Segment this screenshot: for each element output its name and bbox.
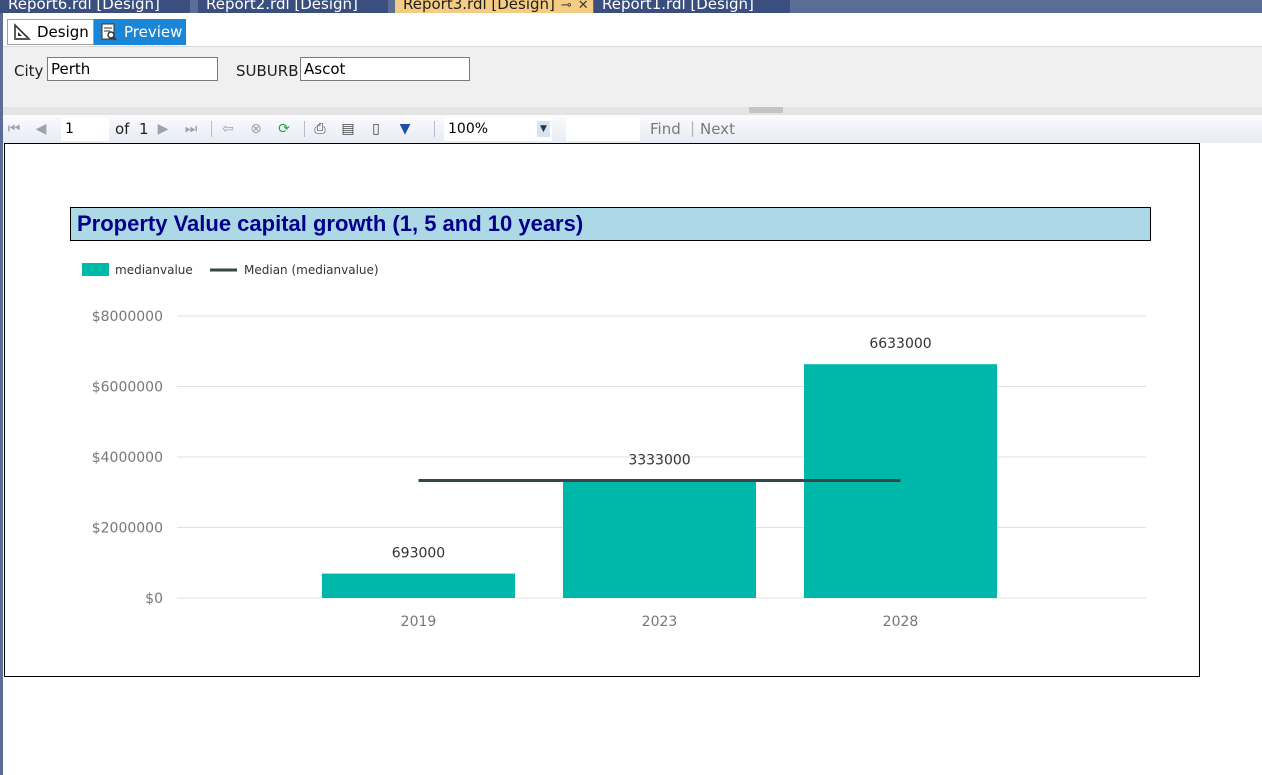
find-input[interactable] — [566, 118, 640, 141]
toolbar-separator — [434, 121, 435, 137]
design-tab[interactable]: Design — [7, 19, 94, 45]
page-total-label: 1 — [139, 120, 149, 138]
zoom-select[interactable]: 100% ▼ — [444, 118, 552, 141]
suburb-input[interactable]: Ascot — [300, 57, 470, 81]
bar — [322, 573, 515, 598]
parameter-area: City Perth SUBURB Ascot — [3, 47, 1262, 107]
preview-icon — [100, 23, 118, 41]
y-tick-label: $0 — [145, 591, 163, 607]
chart-title: Property Value capital growth (1, 5 and … — [70, 207, 1151, 241]
doc-tab-report6[interactable]: Report6.rdl [Design] — [0, 0, 190, 13]
previous-page-icon[interactable]: ◀ — [35, 121, 47, 137]
stop-icon[interactable]: ⊗ — [250, 121, 262, 137]
zoom-value: 100% — [448, 121, 489, 137]
mode-bar: Design Preview — [3, 13, 1262, 47]
find-button[interactable]: Find — [650, 120, 681, 138]
toolbar-separator — [211, 121, 212, 137]
doc-tab-report2[interactable]: Report2.rdl [Design] — [198, 0, 388, 13]
y-tick-label: $8000000 — [92, 309, 163, 325]
design-tab-label: Design — [37, 23, 89, 41]
x-tick-label: 2028 — [883, 614, 919, 630]
report-body: Property Value capital growth (1, 5 and … — [4, 143, 1200, 677]
close-icon[interactable]: ✕ — [577, 0, 589, 13]
chart: $0 $2000000 $4000000 $6000000 $8000000 693000… — [82, 263, 1146, 630]
left-window-edge — [0, 13, 3, 775]
suburb-label: SUBURB — [236, 62, 299, 80]
export-icon[interactable]: ▼ — [399, 121, 411, 137]
city-input[interactable]: Perth — [47, 57, 218, 81]
legend-swatch-medianvalue — [82, 263, 109, 276]
x-tick-label: 2023 — [642, 614, 678, 630]
data-label: 3333000 — [628, 453, 690, 469]
refresh-icon[interactable]: ⟳ — [278, 121, 290, 137]
data-label: 6633000 — [869, 336, 931, 352]
pin-icon[interactable]: ⊸ — [560, 0, 572, 13]
chevron-down-icon[interactable]: ▼ — [537, 121, 550, 137]
x-tick-label: 2019 — [401, 614, 437, 630]
page-of-label: of — [115, 120, 130, 138]
print-layout-icon[interactable]: ▤ — [341, 121, 355, 137]
y-tick-label: $2000000 — [92, 521, 163, 537]
report-toolbar: ⏮ ◀ 1 of 1 ▶ ⏭ ⇦ ⊗ ⟳ ⎙ ▤ ▯ ▼ 100% ▼ Find… — [3, 115, 1262, 143]
legend-label-medianvalue: medianvalue — [115, 263, 193, 277]
document-tab-strip: Report6.rdl [Design] Report2.rdl [Design… — [0, 0, 1262, 13]
bar — [563, 480, 756, 598]
legend-label-median: Median (medianvalue) — [244, 263, 379, 277]
toolbar-separator-text: | — [690, 119, 696, 137]
next-page-icon[interactable]: ▶ — [157, 121, 169, 137]
data-label: 693000 — [392, 546, 445, 562]
page-number-input[interactable]: 1 — [61, 118, 109, 141]
preview-tab-label: Preview — [124, 23, 183, 41]
next-button[interactable]: Next — [700, 120, 735, 138]
doc-tab-report1[interactable]: Report1.rdl [Design] — [594, 0, 790, 13]
toolbar-separator — [304, 121, 305, 137]
collapse-grip[interactable] — [749, 107, 783, 113]
back-icon[interactable]: ⇦ — [222, 121, 234, 137]
page-setup-icon[interactable]: ▯ — [372, 121, 380, 137]
parameter-splitter[interactable] — [3, 107, 1262, 115]
last-page-icon[interactable]: ⏭ — [184, 121, 198, 137]
city-label: City — [14, 62, 44, 80]
y-tick-label: $4000000 — [92, 450, 163, 466]
doc-tab-report3[interactable]: Report3.rdl [Design] ⊸ ✕ — [395, 0, 593, 13]
first-page-icon[interactable]: ⏮ — [7, 121, 21, 137]
preview-tab[interactable]: Preview — [94, 19, 186, 45]
design-icon — [13, 23, 31, 41]
print-icon[interactable]: ⎙ — [314, 121, 326, 137]
y-tick-label: $6000000 — [92, 380, 163, 396]
